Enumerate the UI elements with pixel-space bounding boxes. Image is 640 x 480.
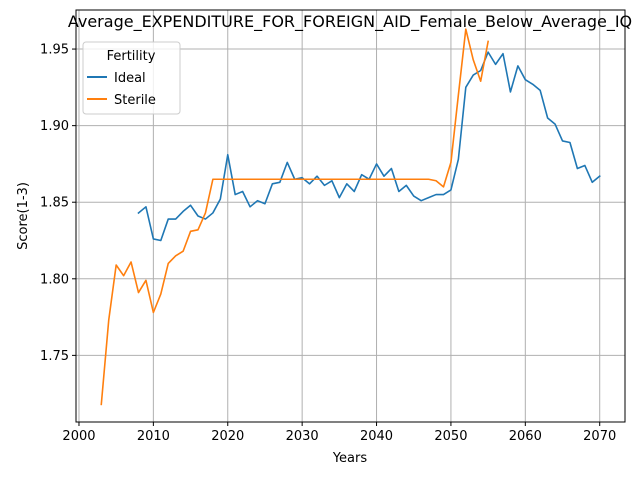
y-tick-label: 1.90 — [40, 119, 69, 134]
legend-title: Fertility — [107, 49, 156, 64]
y-tick-label: 1.85 — [40, 196, 69, 211]
axis-ticks: 2000 2010 2020 2030 2040 2050 2060 2070 1.75 1.80… — [40, 43, 616, 444]
x-tick-label: 2030 — [286, 429, 319, 444]
series-lines — [100, 28, 601, 406]
y-tick-label: 1.75 — [40, 349, 69, 364]
y-axis-label: Score(1-3) — [16, 182, 31, 250]
plot-frame — [75, 9, 626, 423]
x-tick-label: 2020 — [211, 429, 244, 444]
legend-label-sterile: Sterile — [114, 93, 156, 108]
series-line-sterile — [100, 28, 490, 406]
x-tick-label: 2060 — [509, 429, 542, 444]
x-tick-label: 2050 — [434, 429, 467, 444]
legend-label-ideal: Ideal — [114, 71, 146, 86]
x-tick-label: 2070 — [583, 429, 616, 444]
chart-title: Average_EXPENDITURE_FOR_FOREIGN_AID_Fema… — [68, 12, 632, 32]
y-tick-label: 1.95 — [40, 43, 69, 58]
x-axis-label: Years — [332, 451, 368, 466]
y-tick-label: 1.80 — [40, 272, 69, 287]
x-tick-label: 2040 — [360, 429, 393, 444]
x-tick-label: 2000 — [62, 429, 95, 444]
x-tick-label: 2010 — [137, 429, 170, 444]
legend: Fertility Ideal Sterile — [82, 41, 181, 115]
legend-box — [82, 41, 181, 115]
